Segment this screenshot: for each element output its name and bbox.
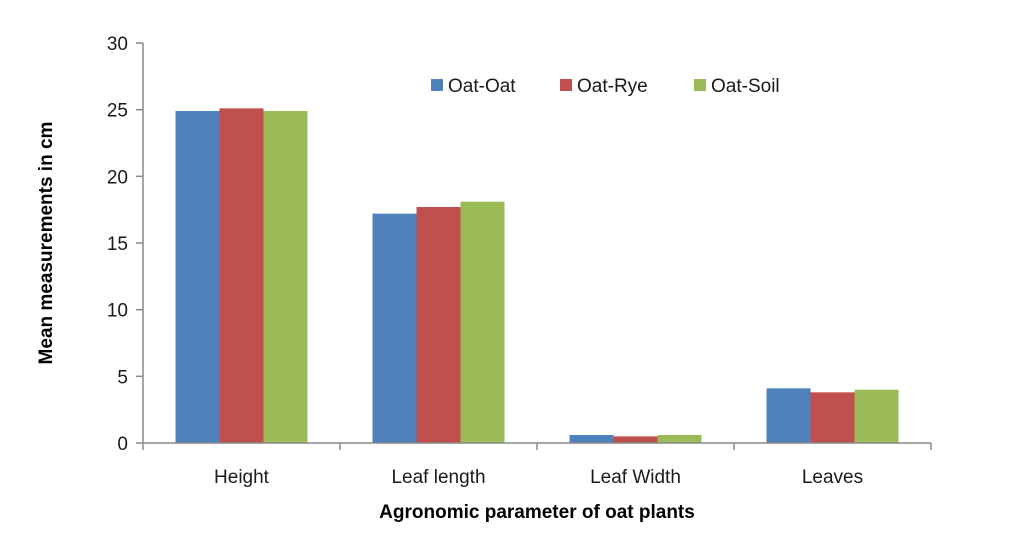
bar-oat-soil-leaves [854, 389, 899, 443]
bar-oat-soil-leaf-width [657, 435, 702, 443]
bar-oat-rye-leaf-width [613, 436, 658, 443]
x-category-label: Leaf length [391, 467, 485, 488]
legend: Oat-Oat Oat-Rye Oat-Soil [431, 76, 780, 97]
legend-swatch [560, 79, 572, 91]
x-axis-title: Agronomic parameter of oat plants [379, 502, 695, 523]
bar-oat-rye-leaf-length [416, 207, 461, 443]
y-tick-label: 20 [107, 167, 128, 188]
bar-oat-oat-leaves [766, 388, 811, 443]
bar-oat-oat-height [175, 111, 220, 443]
y-ticks-group: 0 5 10 15 20 25 30 [107, 34, 143, 455]
y-tick-label: 30 [107, 34, 128, 55]
legend-label: Oat-Rye [577, 76, 648, 97]
x-category-label: Height [214, 467, 270, 488]
y-tick-label: 0 [117, 434, 128, 455]
y-tick-label: 5 [117, 367, 128, 388]
y-axis-title: Mean measurements in cm [36, 122, 57, 365]
bar-oat-soil-height [263, 111, 308, 443]
bar-oat-oat-leaf-width [569, 435, 614, 443]
legend-swatch [431, 79, 443, 91]
x-categories-group: Height Leaf length Leaf Width Leaves [142, 443, 932, 488]
bar-oat-soil-leaf-length [460, 201, 505, 443]
bar-oat-oat-leaf-length [372, 213, 417, 443]
y-tick-label: 15 [107, 234, 128, 255]
legend-swatch [694, 79, 706, 91]
bar-oat-rye-height [219, 108, 264, 443]
y-tick-label: 25 [107, 101, 128, 122]
x-category-label: Leaves [802, 467, 863, 488]
bars-group [175, 108, 899, 443]
legend-label: Oat-Soil [711, 76, 780, 97]
y-tick-label: 10 [107, 301, 128, 322]
bar-oat-rye-leaves [810, 392, 855, 443]
legend-label: Oat-Oat [448, 76, 516, 97]
x-category-label: Leaf Width [590, 467, 681, 488]
